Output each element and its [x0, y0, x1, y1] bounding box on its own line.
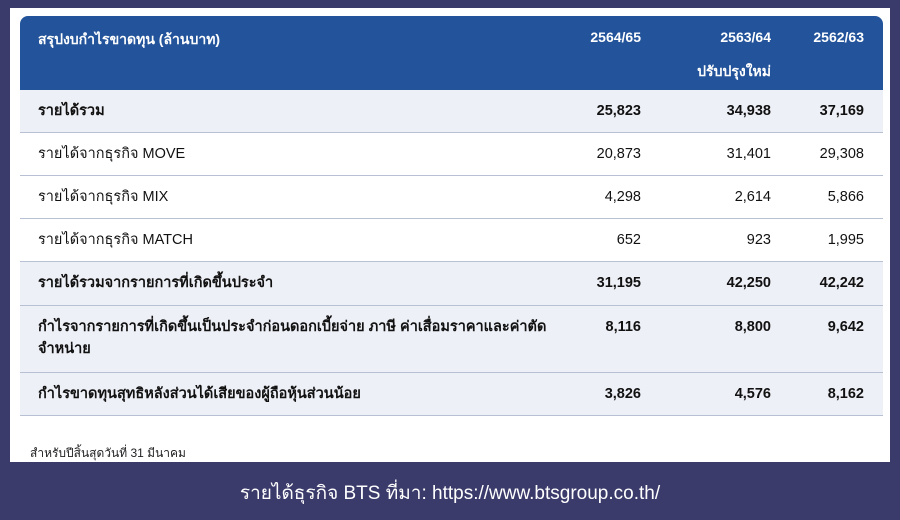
- table-title: สรุปงบกำไรขาดทุน (ล้านบาท): [38, 31, 221, 47]
- row-value: 31,401: [726, 146, 771, 162]
- column-header: 2563/64: [720, 29, 771, 45]
- row-value: 31,195: [596, 275, 641, 291]
- table-row: รายได้รวม 25,823 34,938 37,169: [20, 90, 883, 133]
- row-value: 29,308: [819, 146, 864, 162]
- row-value: 2,614: [734, 189, 771, 205]
- table-row: กำไรขาดทุนสุทธิหลังส่วนได้เสียของผู้ถือห…: [20, 373, 883, 416]
- row-label: กำไรขาดทุนสุทธิหลังส่วนได้เสียของผู้ถือห…: [38, 386, 361, 402]
- row-label: รายได้รวม: [38, 103, 105, 119]
- table-header: สรุปงบกำไรขาดทุน (ล้านบาท) 2564/65 2563/…: [20, 16, 883, 90]
- table-row: รายได้รวมจากรายการที่เกิดขึ้นประจำ 31,195…: [20, 262, 883, 306]
- table-row: กำไรจากรายการที่เกิดขึ้นเป็นประจำก่อนดอก…: [20, 306, 883, 373]
- column-note: ปรับปรุงใหม่: [697, 63, 771, 79]
- row-label: รายได้จากธุรกิจ MATCH: [38, 232, 193, 248]
- footnote: สำหรับปีสิ้นสุดวันที่ 31 มีนาคม: [30, 446, 186, 460]
- caption: รายได้ธุรกิจ BTS ที่มา: https://www.btsg…: [239, 483, 661, 504]
- table-row: รายได้จากธุรกิจ MIX 4,298 2,614 5,866: [20, 176, 883, 219]
- row-label: รายได้จากธุรกิจ MOVE: [38, 146, 186, 162]
- column-header: 2564/65: [590, 29, 641, 45]
- row-value: 8,116: [605, 319, 642, 335]
- column-header: 2562/63: [813, 29, 864, 45]
- row-value: 4,576: [734, 386, 771, 402]
- table-row: รายได้จากธุรกิจ MATCH 652 923 1,995: [20, 219, 883, 262]
- row-value: 9,642: [827, 319, 864, 335]
- row-value: 42,250: [726, 275, 771, 291]
- row-value: 1,995: [827, 232, 864, 248]
- row-value: 5,866: [827, 189, 864, 205]
- row-value: 37,169: [819, 103, 864, 119]
- row-value: 8,162: [827, 386, 864, 402]
- row-value: 3,826: [604, 386, 641, 402]
- row-value: 25,823: [596, 103, 641, 119]
- row-label: รายได้จากธุรกิจ MIX: [38, 189, 169, 205]
- row-label: กำไรจากรายการที่เกิดขึ้นเป็นประจำก่อนดอก…: [38, 319, 547, 357]
- row-label: รายได้รวมจากรายการที่เกิดขึ้นประจำ: [38, 275, 274, 291]
- income-statement-table: สรุปงบกำไรขาดทุน (ล้านบาท) 2564/65 2563/…: [20, 16, 883, 416]
- row-value: 34,938: [726, 103, 771, 119]
- row-value: 4,298: [604, 189, 641, 205]
- row-value: 652: [616, 232, 641, 248]
- content-card: สรุปงบกำไรขาดทุน (ล้านบาท) 2564/65 2563/…: [10, 8, 890, 462]
- row-value: 923: [746, 232, 771, 248]
- row-value: 20,873: [596, 146, 641, 162]
- table-row: รายได้จากธุรกิจ MOVE 20,873 31,401 29,308: [20, 133, 883, 176]
- row-value: 42,242: [819, 275, 864, 291]
- row-value: 8,800: [734, 319, 771, 335]
